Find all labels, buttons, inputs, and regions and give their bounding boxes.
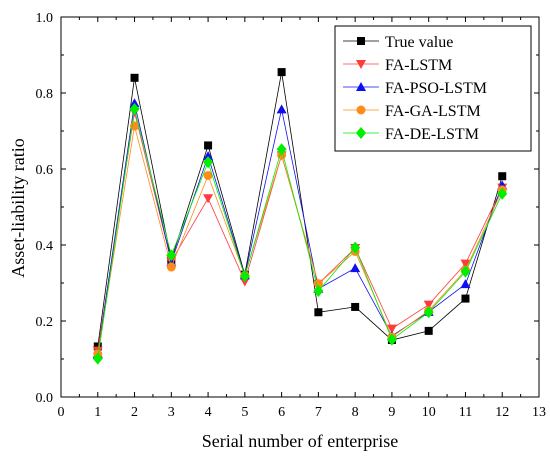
data-point [424,326,433,335]
data-point [460,279,471,289]
x-tick-label: 7 [315,405,322,420]
data-point [461,294,470,303]
data-point [386,333,397,346]
legend-label: FA-LSTM [385,57,452,74]
series-4 [92,102,508,365]
series-3 [93,121,507,359]
x-tick-label: 4 [205,405,212,420]
x-tick-label: 9 [388,405,395,420]
x-tick-label: 2 [131,405,138,420]
legend: True value FA-LSTM FA-PSO-LSTM FA-GA-LSTM FA… [334,25,532,152]
data-point [277,68,286,77]
data-point [460,265,471,278]
series-line [97,103,503,355]
x-tick-label: 11 [459,405,472,420]
legend-box [334,25,532,152]
data-point [129,98,140,108]
x-tick-label: 6 [278,405,285,420]
legend-marker [356,60,366,69]
y-tick-label: 0.2 [36,315,54,330]
data-point [239,270,250,283]
data-point [423,306,434,319]
legend-label: FA-PSO-LSTM [385,80,487,97]
legend-marker [357,37,365,45]
data-point [203,194,214,204]
data-point [498,172,507,181]
data-point [130,73,139,82]
y-tick-label: 0.0 [36,391,54,406]
data-point [166,262,176,272]
x-tick-label: 13 [532,405,546,420]
data-point [313,284,324,297]
y-tick-label: 1.0 [36,11,54,26]
plot-area [92,68,508,365]
data-point [351,302,360,311]
legend-label: FA-DE-LSTM [385,126,479,143]
data-point [350,263,361,273]
y-tick-label: 0.4 [36,239,54,254]
data-point [129,102,140,115]
data-point [276,143,287,156]
x-tick-label: 5 [241,405,248,420]
y-axis-title: Asset-liability ratio [8,138,28,277]
data-point [350,241,361,254]
series-line [97,108,503,359]
data-point [460,259,471,269]
data-point [423,300,434,310]
data-point [497,187,508,200]
legend-marker [356,82,366,91]
y-tick-label: 0.6 [36,163,54,178]
x-tick-label: 1 [94,405,101,420]
data-point [203,156,214,169]
data-point [314,308,323,317]
legend-marker [356,105,366,115]
legend-marker [356,127,366,139]
x-tick-label: 0 [58,405,65,420]
data-point [204,141,213,150]
axes: 0 1 2 3 4 5 6 7 8 9 10 11 12 130.00.20.40.60.81.0 [36,11,547,420]
data-point [92,352,103,365]
legend-label: True value [385,34,453,51]
x-tick-label: 10 [422,405,436,420]
x-tick-label: 8 [352,405,359,420]
data-point [93,342,102,351]
data-point [276,104,287,114]
x-axis-title: Serial number of enterprise [202,431,398,451]
data-point [386,324,397,334]
x-tick-label: 3 [168,405,175,420]
legend-label: FA-GA-LSTM [385,103,481,120]
data-point [203,151,214,161]
x-tick-label: 12 [495,405,509,420]
y-tick-label: 0.8 [36,87,54,102]
data-point [166,249,177,262]
data-point [203,170,213,180]
